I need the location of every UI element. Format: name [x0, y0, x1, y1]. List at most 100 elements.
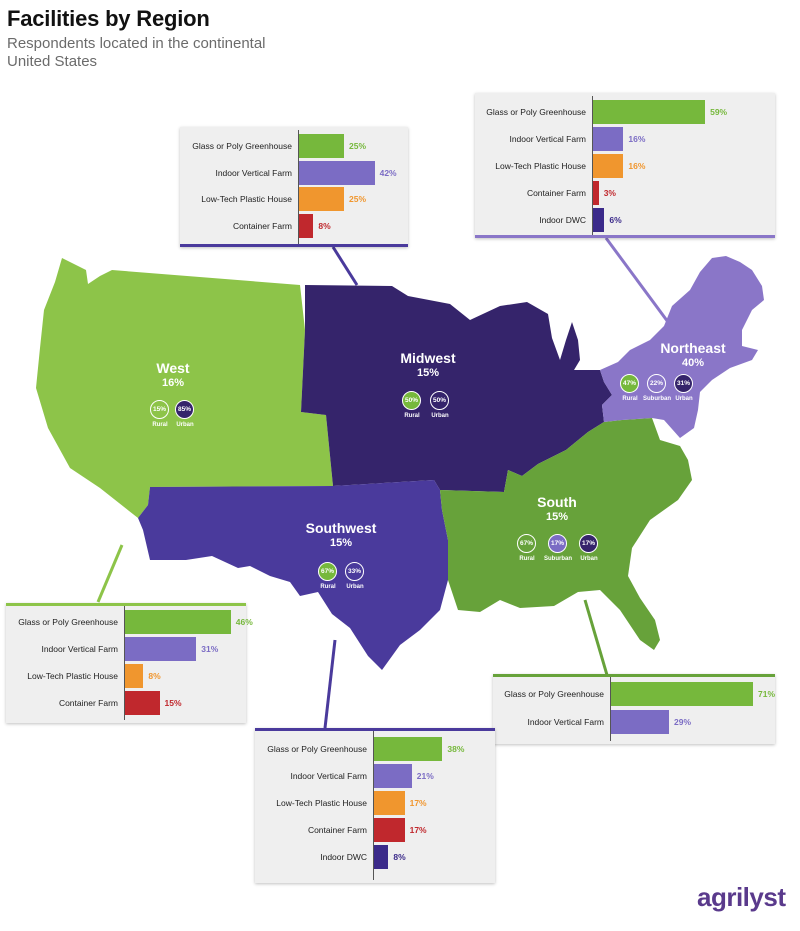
panel-axis-line	[373, 731, 374, 880]
circle-label: Rural	[519, 556, 535, 562]
bar-container	[299, 213, 314, 238]
panel-bottom-rule	[475, 235, 775, 238]
circle-label: Suburban	[643, 396, 671, 402]
circle-label: Urban	[431, 413, 449, 419]
bar-category-label: Glass or Poly Greenhouse	[504, 689, 604, 699]
bar-glass	[125, 610, 231, 634]
circle-label: Urban	[580, 556, 598, 562]
bar-indoor_vertical	[299, 160, 375, 185]
panel-axis-line	[124, 606, 125, 720]
region-percent: 40%	[681, 357, 705, 369]
page-title: Facilities by Region	[7, 6, 210, 31]
south-suburban-circle: 17%	[548, 534, 567, 553]
panel-axis-line	[592, 96, 593, 235]
southwest-region-label: Southwest 15%	[281, 520, 401, 550]
panel-top-rule	[255, 728, 495, 731]
region-name: Northeast	[660, 340, 726, 356]
bar-category-label: Glass or Poly Greenhouse	[267, 744, 367, 754]
bar-value-label: 6%	[609, 215, 622, 225]
bar-category-label: Glass or Poly Greenhouse	[18, 617, 118, 627]
region-name: Southwest	[305, 520, 377, 536]
bar-container	[125, 691, 160, 715]
bar-low_tech	[593, 154, 624, 178]
northeast-connector-line	[604, 237, 670, 323]
bar-category-label: Indoor DWC	[539, 215, 586, 225]
bar-glass	[611, 682, 753, 706]
south-connector-line	[583, 599, 609, 676]
bar-indoor_dwc	[593, 208, 605, 232]
bar-value-label: 31%	[201, 644, 219, 654]
header: Facilities by Region Respondents located…	[7, 4, 267, 71]
region-percent: 16%	[161, 377, 185, 389]
west-bar-panel: Glass or Poly Greenhouse 46% Indoor Vertic…	[6, 603, 253, 723]
circle-label: Urban	[675, 396, 693, 402]
midwest-rural-circle: 50%	[402, 391, 421, 410]
west-region-label: West 16%	[113, 360, 233, 390]
bar-value-label: 29%	[674, 717, 692, 727]
bar-value-label: 3%	[603, 188, 616, 198]
panel-bottom-rule	[180, 244, 408, 247]
south-rural-circle: 67%	[517, 534, 536, 553]
region-percent: 15%	[416, 367, 440, 379]
south-region-shape	[440, 418, 692, 650]
southwest-urban-circle: 33%	[345, 562, 364, 581]
bar-low_tech	[299, 187, 344, 211]
region-percent: 15%	[329, 537, 353, 549]
region-name: South	[537, 494, 577, 510]
panel-axis-line	[610, 677, 611, 741]
bar-value-label: 42%	[379, 167, 397, 178]
bar-category-label: Indoor Vertical Farm	[527, 717, 604, 727]
bar-value-label: 8%	[148, 671, 161, 681]
west-connector-line	[96, 544, 124, 603]
bar-category-label: Glass or Poly Greenhouse	[486, 107, 586, 117]
southwest-bar-panel: Glass or Poly Greenhouse 38% Indoor Vertic…	[255, 728, 495, 883]
bar-indoor_vertical	[593, 127, 624, 151]
bar-low_tech	[374, 791, 405, 815]
circle-label: Rural	[404, 413, 420, 419]
midwest-bar-panel: Glass or Poly Greenhouse 25% Indoor Vertic…	[180, 127, 408, 247]
bar-value-label: 21%	[416, 771, 434, 781]
region-percent: 15%	[545, 511, 569, 523]
bar-value-label: 16%	[628, 161, 646, 171]
south-bar-panel: Glass or Poly Greenhouse 71% Indoor Vertic…	[493, 674, 775, 744]
panel-top-rule	[6, 603, 246, 606]
bar-value-label: 8%	[393, 852, 406, 862]
bar-category-label: Indoor DWC	[320, 852, 367, 862]
southwest-rural-circle: 67%	[318, 562, 337, 581]
bar-category-label: Indoor Vertical Farm	[215, 167, 292, 178]
agrilyst-logo: agrilyst	[697, 882, 786, 912]
northeast-bar-panel: Glass or Poly Greenhouse 59% Indoor Vertic…	[475, 93, 775, 238]
midwest-region-label: Midwest 15%	[368, 350, 488, 380]
midwest-urban-circle: 50%	[430, 391, 449, 410]
bar-value-label: 25%	[349, 194, 367, 204]
southwest-region-shape	[138, 480, 448, 670]
bar-container	[593, 181, 599, 205]
west-region-shape	[36, 258, 333, 518]
bar-indoor_dwc	[374, 845, 389, 869]
circle-label: Urban	[346, 584, 364, 590]
region-name: West	[156, 360, 190, 376]
bar-indoor_vertical	[374, 764, 412, 788]
region-name: Midwest	[400, 350, 456, 366]
bar-category-label: Indoor Vertical Farm	[41, 644, 118, 654]
south-region-label: South 15%	[497, 494, 617, 524]
southwest-connector-line	[323, 639, 337, 729]
bar-glass	[374, 737, 443, 761]
panel-axis-line	[298, 130, 299, 244]
bar-category-label: Container Farm	[58, 698, 118, 708]
bar-value-label: 17%	[409, 825, 427, 835]
south-urban-circle: 17%	[579, 534, 598, 553]
circle-label: Rural	[320, 584, 336, 590]
northeast-suburban-circle: 22%	[647, 374, 666, 393]
northeast-urban-circle: 31%	[674, 374, 693, 393]
circle-label: Suburban	[544, 556, 572, 562]
bar-value-label: 71%	[758, 689, 776, 699]
bar-value-label: 16%	[628, 134, 646, 144]
bar-category-label: Low-Tech Plastic House	[27, 671, 118, 681]
northeast-region-label: Northeast 40%	[633, 340, 753, 370]
northeast-rural-circle: 47%	[620, 374, 639, 393]
bar-glass	[593, 100, 706, 124]
bar-category-label: Glass or Poly Greenhouse	[192, 141, 292, 151]
bar-category-label: Indoor Vertical Farm	[509, 134, 586, 144]
